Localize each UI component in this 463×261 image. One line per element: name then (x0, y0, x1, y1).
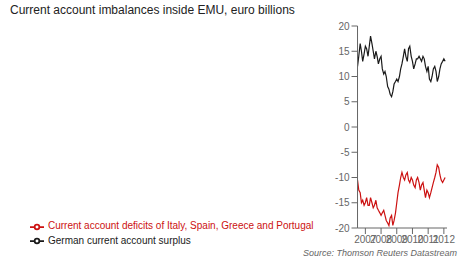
html-text:Source: Thomson Reuters Datast: Source: Thomson Reuters Datastream (302, 248, 457, 258)
svg-text:2011: 2011 (417, 234, 439, 246)
svg-text:2010: 2010 (401, 234, 424, 246)
svg-text:5: 5 (344, 96, 350, 107)
svg-text:20: 20 (338, 21, 350, 32)
svg-text:2012: 2012 (433, 234, 455, 245)
svg-text:15: 15 (338, 46, 350, 57)
svg-text:-20: -20 (335, 223, 350, 234)
svg-text:-5: -5 (341, 147, 350, 158)
svg-text:-10: -10 (335, 172, 350, 183)
svg-text:0: 0 (344, 122, 350, 133)
svg-text:2007: 2007 (354, 234, 377, 246)
svg-text:2009: 2009 (385, 234, 408, 246)
svg-text:2008: 2008 (369, 234, 393, 246)
html-text:Current account imbalances ins: Current account imbalances inside EMU, e… (10, 3, 295, 17)
svg-text:10: 10 (338, 71, 350, 82)
svg-text:-15: -15 (335, 197, 350, 208)
html-text:Current account deficits of It: Current account deficits of Italy, Spain… (48, 220, 314, 232)
html-text:German current account surplus: German current account surplus (48, 234, 191, 246)
